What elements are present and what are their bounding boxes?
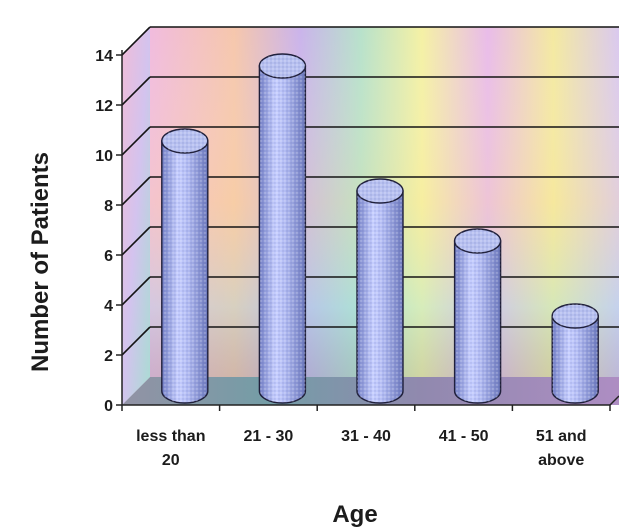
- bar: [161, 128, 209, 404]
- y-tick-label: 12: [95, 98, 113, 115]
- y-axis-title: Number of Patients: [27, 152, 54, 372]
- bar-top-texture: [259, 54, 306, 78]
- y-tick-label: 0: [104, 398, 113, 415]
- x-tick-label: 51 and above: [536, 428, 587, 469]
- floor-edge: [609, 395, 619, 406]
- gridline-diagonal: [121, 26, 151, 56]
- y-axis: 0 2 4 6 8 10 12 14: [95, 48, 123, 415]
- y-tick-label: 14: [95, 48, 113, 65]
- gridline-diagonal: [121, 126, 151, 156]
- y-tick-label: 4: [104, 298, 113, 315]
- bar: [551, 303, 599, 404]
- gridline-diagonal: [121, 176, 151, 206]
- gridline-diagonal: [121, 326, 151, 356]
- x-tick-label: 41 - 50: [439, 428, 489, 445]
- gridline-diagonal: [121, 226, 151, 256]
- gridline-diagonal: [121, 76, 151, 106]
- gridline-diagonal: [121, 276, 151, 306]
- side-wall: [122, 27, 150, 405]
- bars: [161, 53, 599, 404]
- x-axis: less than 20 21 - 30 31 - 40 41 - 50 51 and ab…: [121, 395, 619, 469]
- bar: [356, 178, 404, 404]
- bar-texture: [454, 241, 501, 404]
- x-tick-label: less than 20: [136, 428, 205, 469]
- bar-top-texture: [357, 179, 403, 203]
- bar: [453, 228, 502, 404]
- bar-texture: [259, 66, 306, 404]
- x-axis-title: Age: [332, 501, 377, 528]
- bar-top-texture: [454, 229, 501, 253]
- bar-top-texture: [161, 129, 208, 153]
- y-tick-label: 6: [104, 248, 113, 265]
- bar: [258, 53, 307, 404]
- y-tick-label: 10: [95, 148, 113, 165]
- x-tick-label: 21 - 30: [243, 428, 293, 445]
- bar-top-texture: [552, 304, 599, 328]
- bar-texture: [357, 191, 403, 403]
- bar-texture: [552, 316, 599, 404]
- y-tick-label: 8: [104, 198, 113, 215]
- bar-texture: [161, 141, 208, 404]
- y-tick-label: 2: [104, 348, 113, 365]
- x-tick-label: 31 - 40: [341, 428, 391, 445]
